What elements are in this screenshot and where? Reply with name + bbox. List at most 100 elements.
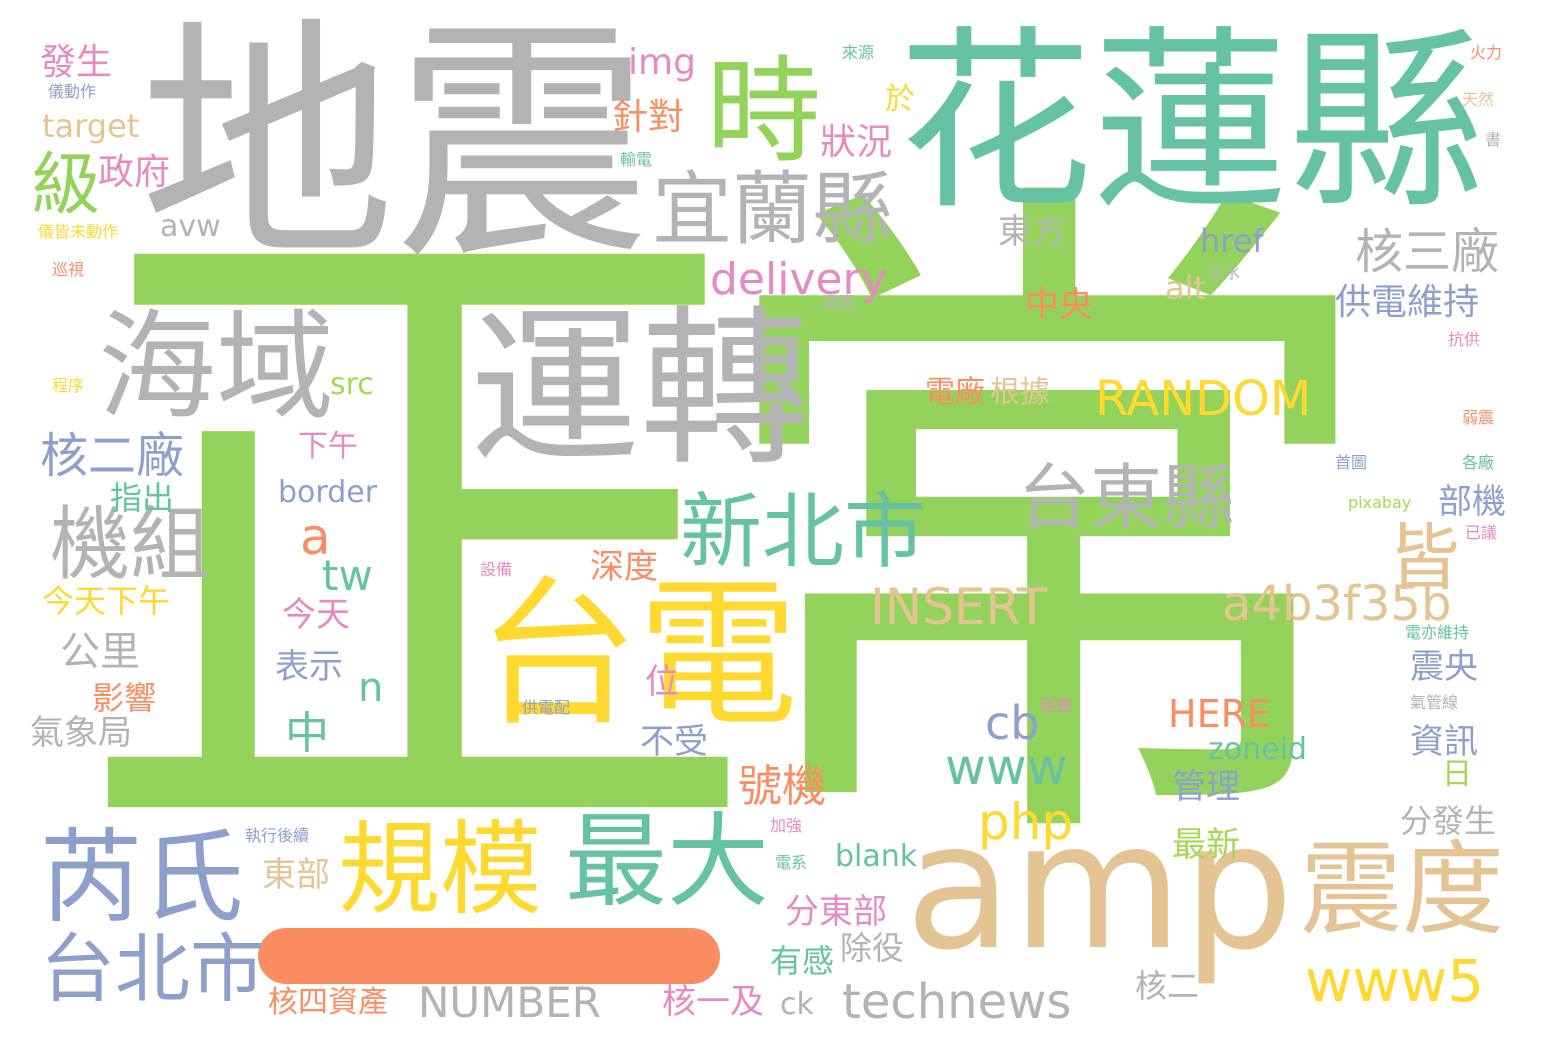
word: 震央 bbox=[1410, 647, 1478, 687]
word: 天然 bbox=[1462, 90, 1495, 109]
word: 已議 bbox=[1465, 523, 1498, 542]
word: 核二廠 bbox=[40, 428, 185, 484]
word: delivery bbox=[710, 254, 887, 305]
word: 核四資產 bbox=[268, 985, 388, 1020]
word: 電系 bbox=[775, 853, 808, 872]
word: 各水 bbox=[1208, 263, 1241, 282]
word: n bbox=[358, 665, 384, 711]
word: tw bbox=[322, 551, 373, 600]
word: ck bbox=[780, 987, 814, 1022]
word: 書 bbox=[1485, 130, 1502, 149]
word: 運轉 bbox=[470, 291, 811, 489]
word: 級 bbox=[32, 146, 101, 225]
word: 東部 bbox=[262, 855, 330, 895]
word: 除役 bbox=[840, 929, 905, 967]
word: 核三廠 bbox=[1355, 224, 1500, 280]
word: 針對 bbox=[612, 97, 685, 138]
word: 正 bbox=[72, 143, 762, 946]
word: img bbox=[628, 42, 696, 83]
word: 各廠 bbox=[1462, 453, 1495, 472]
word: a4b3f35b bbox=[1222, 576, 1452, 632]
word: 核二 bbox=[1135, 967, 1200, 1005]
word: 位 bbox=[645, 662, 679, 702]
word: 芮氏 bbox=[40, 819, 244, 938]
word: a bbox=[300, 508, 331, 566]
word: 儀皆未動作 bbox=[38, 222, 119, 241]
word: 發生 bbox=[40, 42, 113, 83]
word: 加強 bbox=[770, 816, 803, 835]
word: 今天下午 bbox=[42, 582, 171, 620]
word: 震度 bbox=[1300, 831, 1504, 950]
word: 有感 bbox=[770, 942, 835, 980]
word: pixabay bbox=[1348, 493, 1412, 512]
word: 台北市 bbox=[40, 925, 266, 1013]
word: amp bbox=[905, 786, 1294, 989]
word: 常 bbox=[700, 128, 1390, 931]
word: INSERT bbox=[870, 578, 1048, 636]
word: 於 bbox=[885, 82, 915, 117]
word: 指出 bbox=[110, 479, 175, 517]
word: 今天 bbox=[282, 595, 350, 635]
word: NUMBER bbox=[418, 978, 601, 1027]
word: avw bbox=[160, 209, 221, 244]
word: technews bbox=[842, 974, 1072, 1030]
word: 皆 bbox=[1388, 516, 1461, 600]
word: 中 bbox=[285, 708, 329, 759]
word: 不受 bbox=[640, 722, 708, 762]
word: 氣管線 bbox=[1410, 693, 1459, 712]
word: 東方 bbox=[998, 212, 1066, 252]
word: 規模 bbox=[338, 811, 542, 930]
word: 程序 bbox=[52, 376, 85, 395]
word: 表示 bbox=[275, 647, 343, 687]
word: www5 bbox=[1305, 947, 1485, 1015]
word: 電廠 bbox=[925, 375, 985, 410]
word: 時 bbox=[706, 45, 822, 179]
word: 壩堰 bbox=[822, 293, 855, 312]
word: border bbox=[278, 475, 378, 510]
word: 部機 bbox=[1438, 482, 1506, 522]
word: 公里 bbox=[60, 629, 140, 675]
word: 分發生 bbox=[1400, 802, 1497, 840]
word: 海域 bbox=[98, 298, 335, 436]
word: 氣象局 bbox=[30, 713, 132, 753]
word: 根據 bbox=[990, 375, 1050, 410]
word: 日 bbox=[1442, 757, 1472, 792]
word: 中央 bbox=[1025, 285, 1093, 325]
word: HERE bbox=[1168, 692, 1271, 736]
word: 台電 bbox=[478, 561, 799, 748]
word: RANDOM bbox=[1095, 371, 1312, 427]
word: 資訊 bbox=[1410, 722, 1478, 762]
word: 巡視 bbox=[52, 260, 85, 279]
word: 宜蘭縣 bbox=[652, 163, 892, 256]
word: 深度 bbox=[590, 547, 658, 587]
word: www bbox=[945, 738, 1068, 796]
word: 火力 bbox=[1470, 43, 1503, 62]
word: 分東部 bbox=[785, 892, 887, 932]
word: 新北市 bbox=[680, 485, 927, 580]
word: 花蓮縣 bbox=[898, 9, 1483, 236]
word: blank bbox=[835, 839, 918, 874]
word: cb bbox=[985, 696, 1040, 750]
word: 巡查 bbox=[1040, 696, 1073, 715]
word: 設備 bbox=[480, 560, 513, 579]
word: 儀動作 bbox=[48, 82, 97, 101]
word: 輸電 bbox=[620, 150, 653, 169]
word: href bbox=[1200, 222, 1264, 260]
word: 影響 bbox=[92, 679, 157, 717]
word: 核一及 bbox=[662, 982, 764, 1022]
highlight-bar bbox=[258, 928, 720, 984]
word: 最大 bbox=[565, 803, 769, 922]
word: target bbox=[42, 107, 140, 145]
word: 最新 bbox=[1172, 825, 1240, 865]
word: 號機 bbox=[738, 761, 826, 812]
word: 管理 bbox=[1172, 767, 1240, 807]
word: 弱震 bbox=[1462, 408, 1495, 427]
word: 供電配 bbox=[522, 698, 571, 717]
word: 政府 bbox=[98, 152, 171, 193]
word: 來源 bbox=[842, 43, 875, 62]
word: 狀況 bbox=[820, 122, 893, 163]
word: 執行後續 bbox=[245, 826, 310, 845]
word: 台東縣 bbox=[1018, 456, 1235, 540]
word: zoneid bbox=[1208, 732, 1307, 767]
